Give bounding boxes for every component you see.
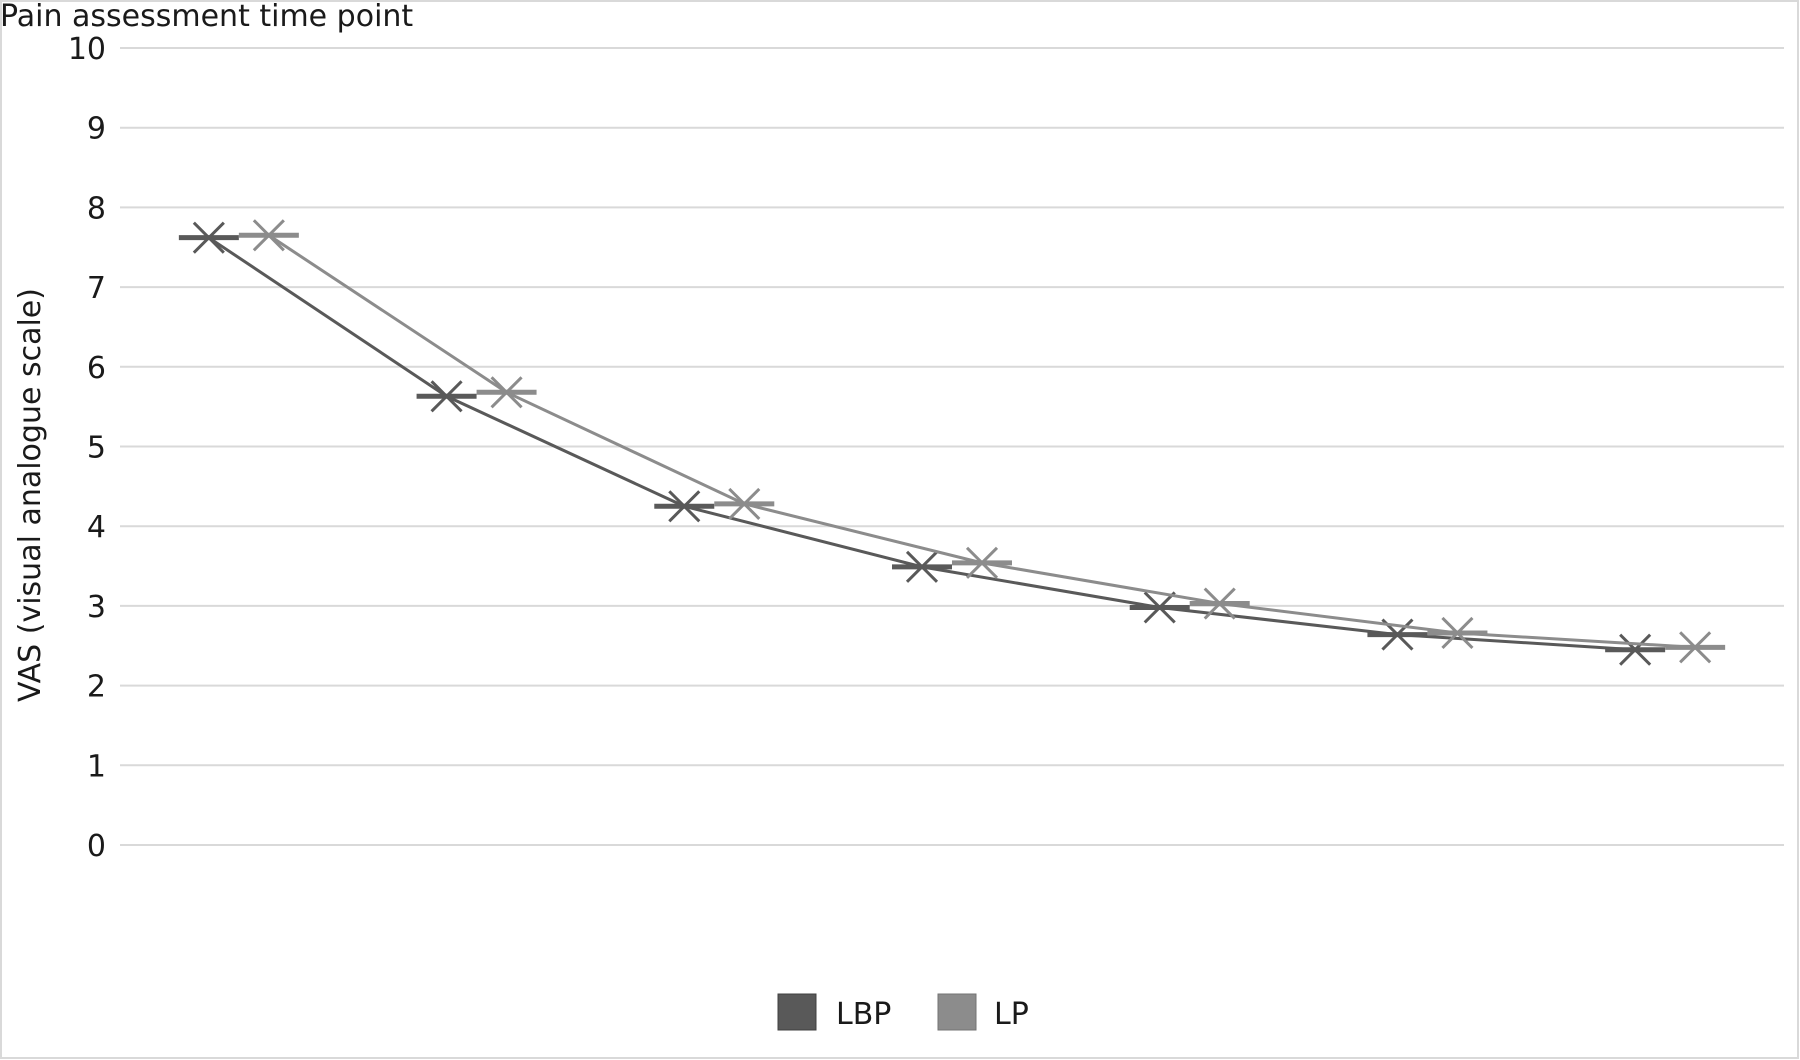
data-point-lbp-2: [416, 380, 477, 413]
data-point-lp-3: [714, 487, 775, 520]
y-tick-label-7: 7: [87, 271, 106, 306]
gridlines: [120, 47, 1784, 846]
legend-swatch-lp: [937, 993, 977, 1031]
y-axis-title: VAS (visual analogue scale): [13, 288, 48, 702]
chart-title: Pain assessment time point: [0, 0, 413, 34]
series-lines: [178, 219, 1726, 666]
data-point-lbp-7: [1605, 633, 1666, 666]
y-tick-labels: 0 1 2 3 4 5 6 7 8 9 10: [68, 32, 106, 864]
y-tick-label-3: 3: [87, 590, 106, 625]
legend: LBP LP: [777, 993, 1029, 1032]
data-point-lbp-4: [892, 550, 952, 583]
data-point-lp-2: [476, 376, 537, 409]
y-tick-label-9: 9: [87, 112, 106, 147]
y-tick-label-8: 8: [87, 191, 106, 226]
y-tick-label-2: 2: [87, 670, 106, 705]
y-tick-label-1: 1: [87, 749, 106, 784]
data-point-lbp-1: [178, 221, 239, 254]
y-tick-label-0: 0: [87, 829, 106, 864]
data-point-lp-4: [952, 546, 1012, 579]
y-tick-label-6: 6: [87, 351, 106, 386]
data-point-lp-5: [1189, 587, 1250, 620]
y-tick-label-4: 4: [87, 510, 106, 545]
legend-label-lp: LP: [994, 997, 1029, 1032]
data-point-lp-1: [238, 219, 299, 252]
legend-swatch-lbp: [777, 993, 817, 1031]
data-point-lp-6: [1427, 616, 1488, 650]
data-point-lbp-3: [654, 490, 715, 523]
y-tick-label-5: 5: [87, 431, 106, 466]
data-point-lbp-5: [1129, 591, 1190, 624]
data-point-lp-7: [1665, 631, 1726, 664]
legend-label-lbp: LBP: [836, 997, 891, 1032]
y-tick-label-10: 10: [68, 32, 106, 67]
